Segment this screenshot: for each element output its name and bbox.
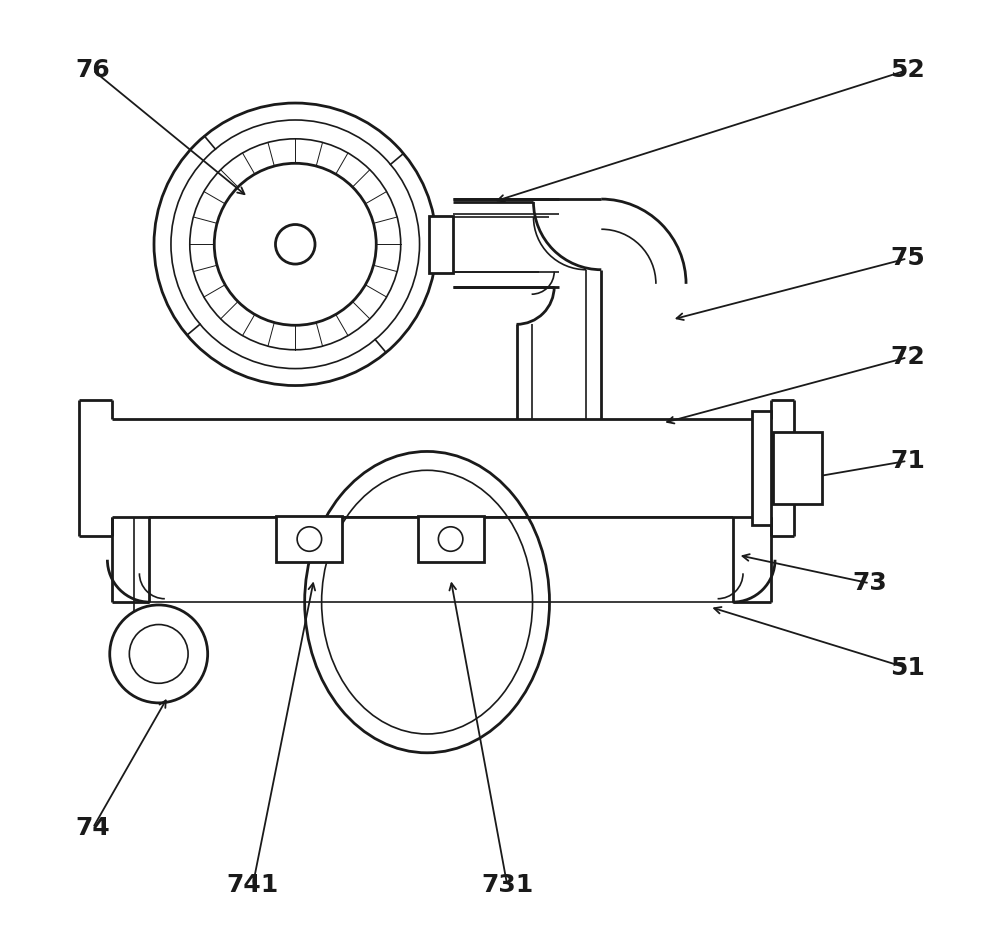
Text: 741: 741 [227,873,279,897]
Text: 76: 76 [75,58,110,82]
Text: 51: 51 [890,656,925,680]
Circle shape [214,163,377,325]
Bar [773,432,821,504]
Bar [276,517,342,561]
Circle shape [154,103,437,386]
Text: 72: 72 [890,345,925,370]
Circle shape [297,527,321,551]
Text: 731: 731 [481,873,533,897]
Bar [752,411,771,525]
Text: 75: 75 [890,246,925,271]
Circle shape [109,605,208,703]
Text: 73: 73 [852,571,887,596]
Bar [429,216,453,273]
Text: 71: 71 [890,448,925,473]
Ellipse shape [305,451,549,752]
Circle shape [439,527,462,551]
Text: 52: 52 [890,58,925,82]
Circle shape [275,224,315,264]
Bar [418,517,483,561]
Text: 74: 74 [75,816,110,840]
